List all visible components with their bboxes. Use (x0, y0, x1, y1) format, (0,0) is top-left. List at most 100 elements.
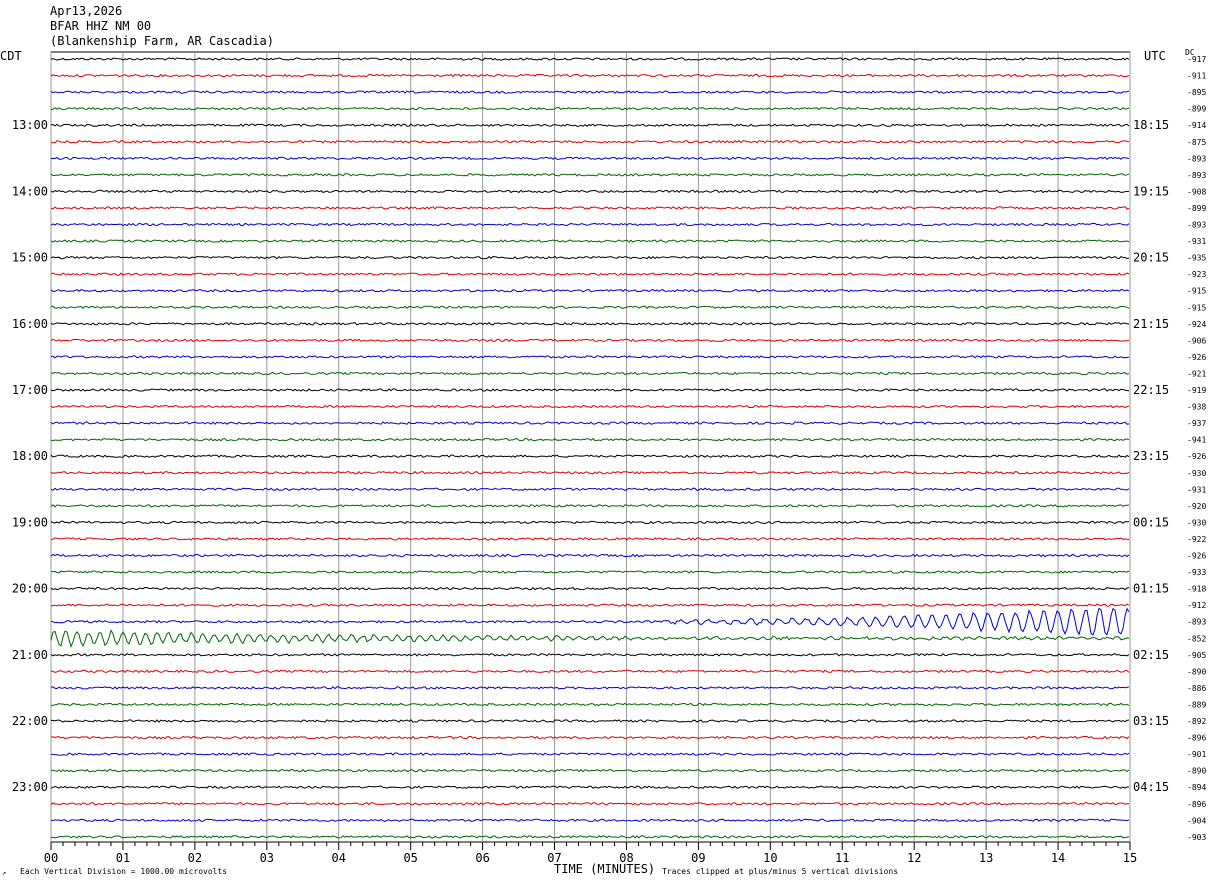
right-hour-label: 04:15 (1133, 780, 1169, 794)
dc-offset-label: -899 (1187, 105, 1206, 114)
dc-offset-label: -908 (1187, 187, 1206, 196)
right-hour-label: 03:15 (1133, 714, 1169, 728)
trace-34 (50, 607, 1130, 636)
trace-26 (50, 487, 1130, 492)
dc-offset-label: -896 (1187, 734, 1206, 743)
trace-12 (50, 255, 1130, 260)
trace-9 (50, 206, 1130, 210)
dc-offset-label: -941 (1187, 436, 1206, 445)
dc-offset-label: -921 (1187, 369, 1206, 378)
trace-45 (50, 802, 1130, 806)
trace-18 (50, 355, 1130, 359)
trace-8 (50, 189, 1130, 194)
clip-note: Traces clipped at plus/minus 5 vertical … (662, 867, 899, 876)
trace-25 (50, 470, 1130, 475)
trace-35 (50, 629, 1130, 648)
trace-31 (50, 570, 1130, 574)
right-hour-label: 00:15 (1133, 515, 1169, 529)
trace-47 (50, 835, 1130, 839)
trace-22 (50, 421, 1130, 425)
corner-mark-icon: ↗ (2, 869, 7, 877)
plot-frame (50, 51, 1131, 843)
right-timezone-label: UTC (1144, 49, 1166, 63)
right-hour-label: 01:15 (1133, 582, 1169, 596)
dc-offset-label: -914 (1187, 121, 1206, 130)
x-tick-label: 04 (332, 851, 346, 865)
x-tick-label: 02 (188, 851, 202, 865)
trace-10 (50, 222, 1130, 227)
dc-offset-label: -890 (1187, 767, 1206, 776)
dc-offset-label: -896 (1187, 800, 1206, 809)
x-tick-label: 08 (619, 851, 633, 865)
dc-offset-label: -933 (1187, 568, 1206, 577)
trace-13 (50, 272, 1130, 276)
dc-offset-label: -901 (1187, 750, 1206, 759)
dc-offset-label: -915 (1187, 303, 1206, 312)
x-tick-label: 13 (979, 851, 993, 865)
dc-offset-label: -926 (1187, 353, 1206, 362)
left-hour-label: 21:00 (12, 648, 48, 662)
trace-40 (51, 719, 1130, 723)
x-tick-label: 12 (907, 851, 921, 865)
dc-offset-label: -926 (1187, 552, 1206, 561)
x-tick-label: 01 (116, 851, 130, 865)
dc-offset-label: -886 (1187, 684, 1206, 693)
trace-39 (51, 702, 1130, 707)
trace-32 (50, 586, 1130, 591)
trace-14 (50, 288, 1130, 293)
x-tick-label: 11 (835, 851, 849, 865)
trace-23 (50, 437, 1130, 442)
trace-46 (50, 818, 1130, 822)
left-hour-label: 14:00 (12, 184, 48, 198)
header-location: (Blankenship Farm, AR Cascadia) (50, 34, 274, 48)
dc-offset-label: -893 (1187, 154, 1206, 163)
trace-33 (50, 603, 1130, 607)
dc-offset-label: -875 (1187, 138, 1206, 147)
dc-offset-label: -930 (1187, 469, 1206, 478)
right-hour-label: 18:15 (1133, 118, 1169, 132)
left-hour-label: 15:00 (12, 251, 48, 265)
header-station: BFAR HHZ NM 00 (50, 19, 152, 33)
dc-offset-label: -920 (1187, 502, 1206, 511)
x-tick-label: 15 (1123, 851, 1137, 865)
left-hour-label: 17:00 (12, 383, 48, 397)
dc-offset-label: -938 (1187, 403, 1206, 412)
dc-offset-label: -906 (1187, 336, 1206, 345)
trace-19 (50, 371, 1130, 376)
trace-5 (51, 140, 1130, 144)
left-hour-label: 20:00 (12, 582, 48, 596)
dc-offset-label: -931 (1187, 237, 1206, 246)
dc-offset-label: -918 (1187, 585, 1206, 594)
trace-16 (50, 322, 1130, 326)
dc-offset-label: -930 (1187, 518, 1206, 527)
trace-28 (50, 520, 1130, 525)
dc-offset-label: -893 (1187, 221, 1206, 230)
left-hour-label: 23:00 (12, 780, 48, 794)
dc-offset-label: -890 (1187, 667, 1206, 676)
dc-offset-label: -889 (1187, 700, 1206, 709)
trace-2 (50, 90, 1130, 94)
right-hour-label: 20:15 (1133, 251, 1169, 265)
dc-offset-label: -931 (1187, 485, 1206, 494)
dc-offset-label: -893 (1187, 618, 1206, 627)
dc-offset-label: -893 (1187, 171, 1206, 180)
dc-offset-label: -917 (1187, 55, 1206, 64)
x-axis-title: TIME (MINUTES) (554, 862, 656, 876)
left-hour-label: 19:00 (12, 515, 48, 529)
dc-offset-label: -899 (1187, 204, 1206, 213)
trace-3 (50, 106, 1130, 111)
x-tick-label: 09 (691, 851, 705, 865)
dc-offset-label: -895 (1187, 88, 1206, 97)
trace-17 (50, 338, 1130, 343)
left-hour-label: 16:00 (12, 317, 48, 331)
trace-6 (51, 156, 1130, 161)
dc-offset-label: -912 (1187, 601, 1206, 610)
trace-36 (50, 653, 1130, 657)
dc-offset-label: -911 (1187, 72, 1206, 81)
trace-42 (50, 752, 1130, 756)
left-hour-label: 13:00 (12, 118, 48, 132)
left-timezone-label: CDT (0, 49, 22, 63)
trace-41 (50, 735, 1130, 740)
right-hour-label: 19:15 (1133, 184, 1169, 198)
